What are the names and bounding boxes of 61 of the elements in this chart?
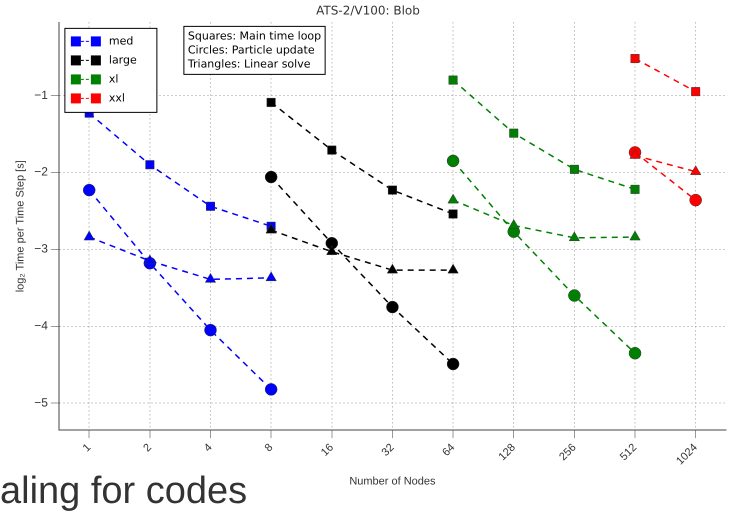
x-tick-label: 64 [440,442,458,459]
text: aling for codes [0,470,248,512]
point [326,245,338,255]
x-tick-label: 1 [80,442,94,454]
point [326,236,338,250]
x-tick-label: 256 [557,442,579,464]
y-tick-label: −3 [34,242,48,256]
x-tick-label: 512 [618,442,640,464]
point [630,54,640,64]
x-tick-label: 128 [496,442,518,464]
point [144,254,156,264]
point [386,300,399,314]
point [266,224,277,234]
point [327,146,336,155]
point [446,154,460,168]
point [630,230,640,240]
x-tick-label: 2 [141,442,154,454]
legend-label: xl [108,72,118,86]
point [628,346,642,360]
point [204,324,217,336]
point [266,272,277,282]
point [264,170,278,184]
point [448,76,458,85]
point [145,160,154,170]
point [689,194,702,206]
point [266,98,276,107]
y-axis-title: log₂ Time per Time Step [s] [14,160,27,292]
legend-label: xxl [108,91,125,104]
x-axis-title: Number of Nodes [349,475,436,488]
chart-title: ATS-2/V100: Blob [316,3,420,18]
point [446,358,460,370]
point [264,383,278,396]
point [84,230,95,240]
point [448,194,459,204]
y-tick-label: −1 [34,88,48,102]
annotation: Triangles: Linear solve [186,57,311,70]
annotation: Squares: Main time loop [188,29,322,42]
legend-label: med [108,34,134,48]
annotation: Circles: Particle update [188,43,315,56]
point [691,87,700,96]
x-tick-label: 8 [262,442,276,454]
x-tick-label: 32 [380,442,397,459]
point [448,264,459,274]
point [508,219,520,229]
point [568,232,580,242]
y-tick-label: −2 [34,164,48,179]
point [388,186,397,195]
x-tick-label: 4 [202,442,215,454]
point [448,209,458,218]
point [570,164,579,174]
point [568,289,581,302]
point [509,128,518,138]
point [386,264,398,274]
point [82,184,96,196]
point [630,184,640,194]
legend-label: large [108,53,137,66]
y-tick-label: −5 [34,396,48,410]
point [206,202,215,211]
y-tick-label: −4 [34,318,48,333]
x-tick-label: 16 [318,442,336,459]
point [205,273,216,283]
